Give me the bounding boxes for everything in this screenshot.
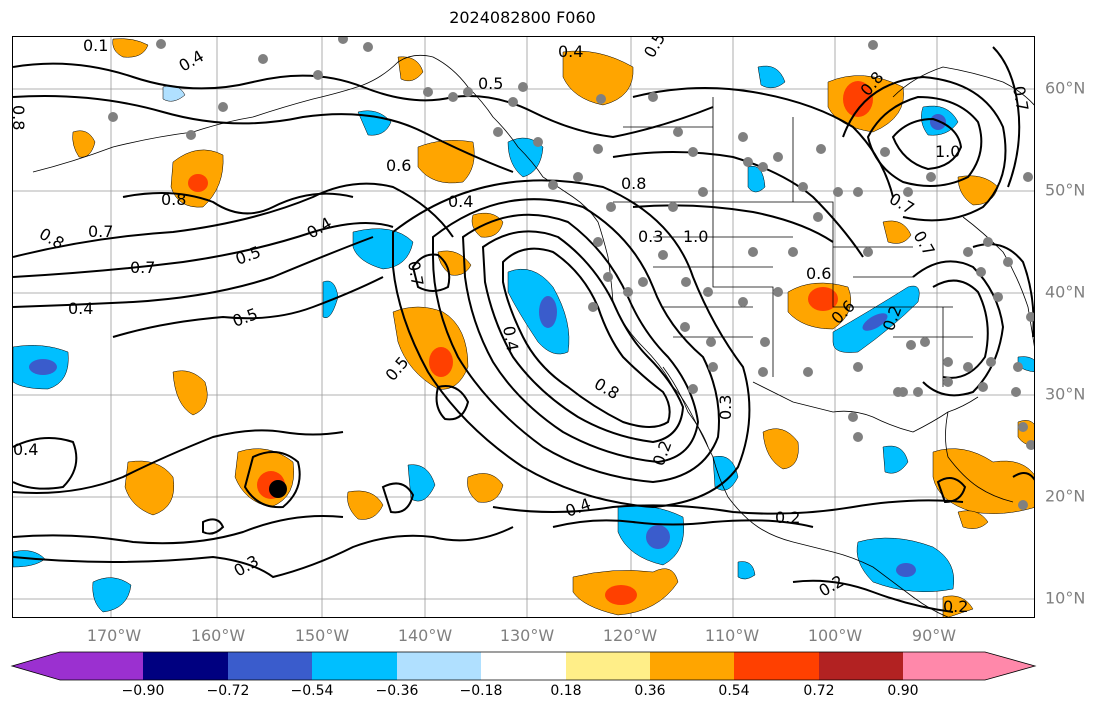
- colorbar-extend-high: [985, 652, 1035, 680]
- colorbar-segment: [60, 652, 143, 680]
- contour-label: 0.6: [806, 264, 831, 283]
- colorbar-extend-low: [12, 652, 60, 680]
- colorbar-segment: [903, 652, 985, 680]
- colorbar-tick: −0.90: [121, 683, 165, 699]
- coastlines: [32, 54, 1034, 617]
- contour-label: 0.7: [1009, 84, 1032, 112]
- contour-label: 1.0: [683, 227, 708, 246]
- contour-label: 0.3: [638, 227, 663, 246]
- contour-label: 0.4: [13, 440, 38, 459]
- lon-label-140w: 140°W: [397, 626, 453, 645]
- lat-label-40n: 40°N: [1045, 282, 1086, 302]
- colorbar-segment: [312, 652, 397, 680]
- contour-label: 0.4: [304, 213, 336, 242]
- lon-label-110w: 110°W: [704, 626, 760, 645]
- lon-label-100w: 100°W: [807, 626, 863, 645]
- storm-center-marker: [269, 480, 287, 498]
- colorbar-segment: [228, 652, 312, 680]
- contour-label: 0.4: [448, 192, 473, 211]
- contour-lines: [13, 46, 1034, 613]
- colorbar-segment: [481, 652, 566, 680]
- map-plot-area[interactable]: 0.1 0.4 0.5 0.4 0.5 0.8 0.6 0.8 0.7 0.4 …: [12, 36, 1035, 618]
- lon-label-120w: 120°W: [602, 626, 658, 645]
- colorbar-tick: 0.72: [803, 683, 835, 699]
- contour-label: 0.1: [83, 37, 108, 55]
- contour-label: 0.8: [36, 224, 68, 253]
- contour-label: 0.7: [130, 258, 155, 277]
- contour-label: 0.4: [499, 324, 522, 352]
- contour-label: 0.5: [233, 242, 263, 269]
- lon-label-160w: 160°W: [190, 626, 246, 645]
- contour-label: 0.8: [591, 374, 623, 403]
- colorbar-tick: 0.36: [634, 683, 666, 699]
- positive-anomaly-fills: [72, 38, 1034, 617]
- colorbar-tick: −0.36: [375, 683, 419, 699]
- lon-label-90w: 90°W: [911, 626, 957, 645]
- contour-label: 0.7: [88, 222, 113, 241]
- lon-label-150w: 150°W: [294, 626, 350, 645]
- contour-label: 0.2: [816, 571, 848, 600]
- contour-label: 0.7: [910, 228, 939, 260]
- contour-label: 0.5: [230, 304, 260, 331]
- negative-anomaly-fills: [13, 65, 1034, 613]
- contour-label: 0.5: [478, 74, 503, 93]
- lat-label-10n: 10°N: [1045, 588, 1086, 608]
- contour-label: 0.4: [558, 42, 583, 61]
- lon-label-170w: 170°W: [86, 626, 142, 645]
- colorbar-segment: [819, 652, 903, 680]
- lat-label-60n: 60°N: [1045, 78, 1086, 98]
- colorbar-segment: [566, 652, 650, 680]
- contour-label: 0.7: [404, 259, 427, 287]
- contour-label: 1.0: [935, 142, 960, 161]
- contour-label: 0.3: [716, 395, 735, 420]
- contour-label: 0.7: [886, 189, 918, 218]
- contour-label: 0.4: [176, 46, 208, 75]
- contour-label: 0.8: [621, 174, 646, 193]
- gray-dot-markers: [108, 37, 1034, 510]
- lat-label-20n: 20°N: [1045, 486, 1086, 506]
- contour-label: 0.5: [640, 37, 669, 61]
- map-canvas: 0.1 0.4 0.5 0.4 0.5 0.8 0.6 0.8 0.7 0.4 …: [13, 37, 1034, 617]
- contour-label-group: 0.1 0.4 0.5 0.4 0.5 0.8 0.6 0.8 0.7 0.4 …: [13, 37, 1032, 616]
- colorbar-tick: −0.18: [459, 683, 503, 699]
- lat-label-50n: 50°N: [1045, 180, 1086, 200]
- colorbar-segment: [734, 652, 819, 680]
- contour-label: 0.8: [161, 190, 186, 209]
- contour-label: 0.4: [68, 299, 93, 318]
- contour-label: 0.8: [13, 105, 28, 130]
- colorbar-tick: 0.18: [550, 683, 582, 699]
- lon-label-130w: 130°W: [499, 626, 555, 645]
- map-title: 2024082800 F060: [449, 8, 596, 27]
- colorbar-segment: [397, 652, 481, 680]
- contour-label: 0.4: [563, 494, 593, 521]
- colorbar-tick: −0.54: [290, 683, 334, 699]
- colorbar-segment: [650, 652, 734, 680]
- contour-label: 0.3: [231, 551, 263, 580]
- contour-label: 0.6: [386, 156, 411, 175]
- colorbar-tick: −0.72: [206, 683, 250, 699]
- contour-label: 0.2: [943, 597, 968, 616]
- contour-label: 0.2: [775, 508, 800, 527]
- lat-label-30n: 30°N: [1045, 384, 1086, 404]
- colorbar-segment: [143, 652, 228, 680]
- colorbar-tick: 0.54: [718, 683, 750, 699]
- colorbar-tick: 0.90: [887, 683, 919, 699]
